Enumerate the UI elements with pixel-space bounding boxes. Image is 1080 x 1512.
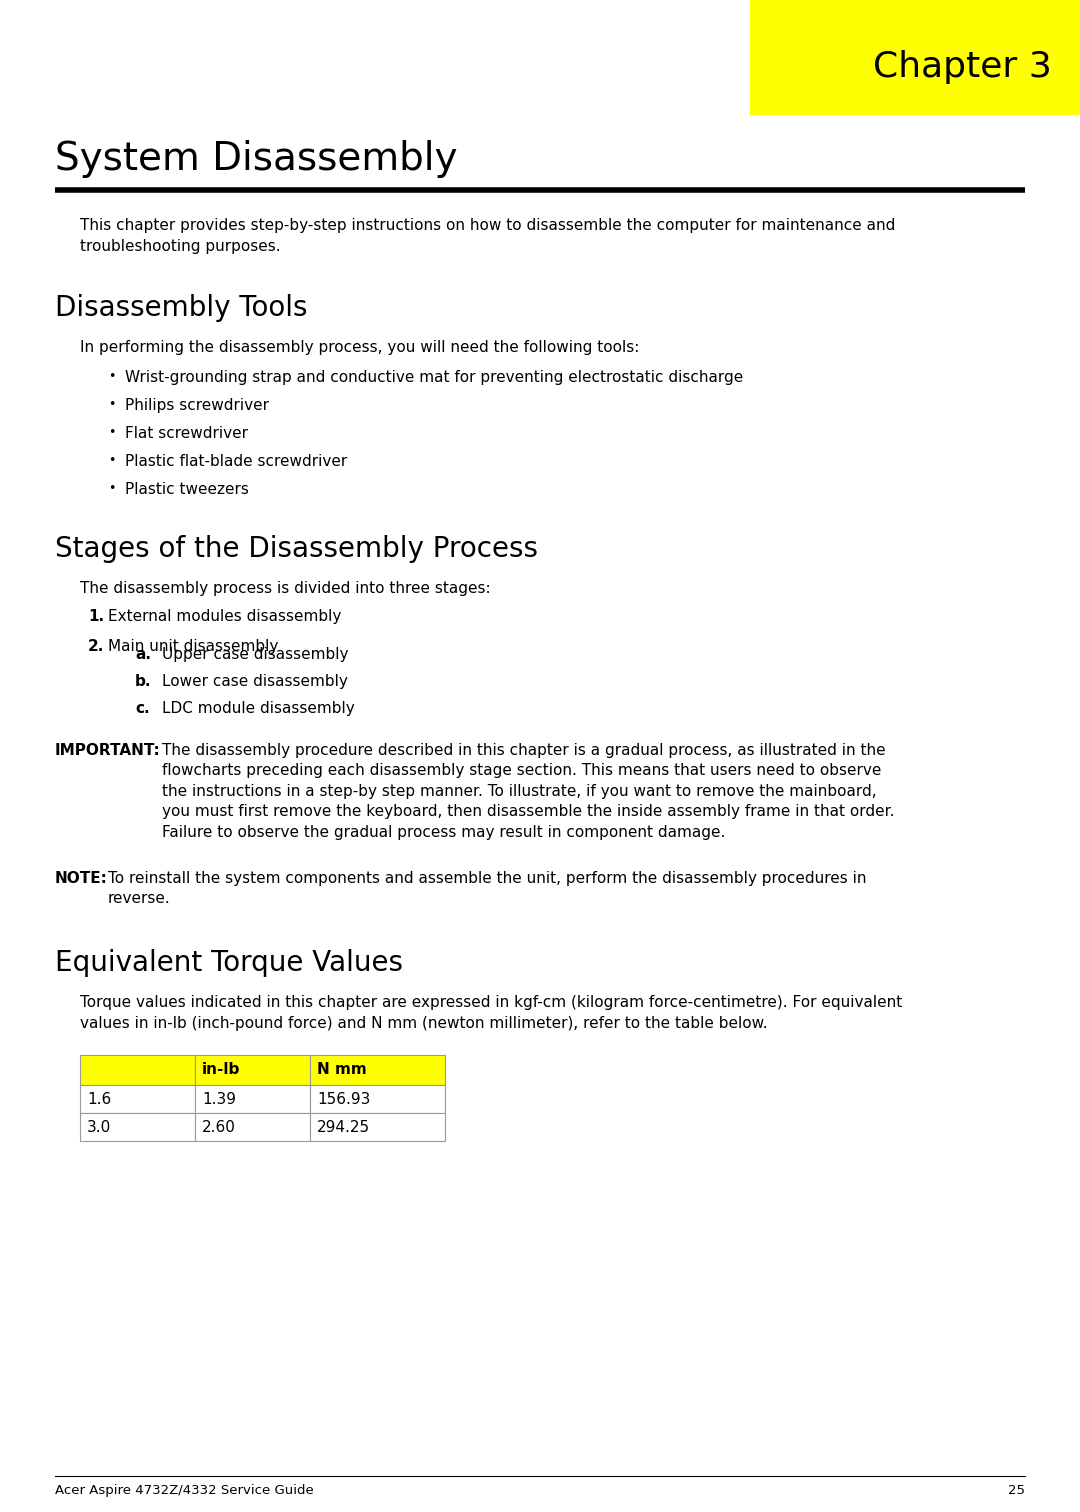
Bar bbox=[195, 1113, 310, 1142]
Text: NOTE:: NOTE: bbox=[55, 871, 108, 886]
Bar bbox=[310, 1113, 445, 1142]
Text: 2.60: 2.60 bbox=[202, 1119, 235, 1134]
Text: in-lb: in-lb bbox=[202, 1063, 241, 1078]
Text: This chapter provides step-by-step instructions on how to disassemble the comput: This chapter provides step-by-step instr… bbox=[80, 218, 895, 254]
Text: 3.0: 3.0 bbox=[87, 1119, 111, 1134]
Text: Lower case disassembly: Lower case disassembly bbox=[162, 674, 348, 689]
Bar bbox=[310, 1055, 445, 1086]
Text: Wrist-grounding strap and conductive mat for preventing electrostatic discharge: Wrist-grounding strap and conductive mat… bbox=[125, 370, 743, 386]
Text: System Disassembly: System Disassembly bbox=[55, 141, 458, 178]
Text: c.: c. bbox=[135, 702, 150, 717]
Text: Plastic flat-blade screwdriver: Plastic flat-blade screwdriver bbox=[125, 454, 348, 469]
Text: IMPORTANT:: IMPORTANT: bbox=[55, 742, 161, 758]
Text: 1.39: 1.39 bbox=[202, 1092, 237, 1107]
Text: LDC module disassembly: LDC module disassembly bbox=[162, 702, 354, 717]
Bar bbox=[80, 1113, 195, 1142]
Text: 294.25: 294.25 bbox=[318, 1119, 370, 1134]
Bar bbox=[195, 1055, 310, 1086]
Text: 1.6: 1.6 bbox=[87, 1092, 111, 1107]
Text: The disassembly process is divided into three stages:: The disassembly process is divided into … bbox=[80, 581, 490, 596]
Text: Equivalent Torque Values: Equivalent Torque Values bbox=[55, 950, 403, 977]
Text: Main unit disassembly: Main unit disassembly bbox=[108, 640, 279, 655]
Text: To reinstall the system components and assemble the unit, perform the disassembl: To reinstall the system components and a… bbox=[108, 871, 866, 906]
Text: •: • bbox=[108, 370, 116, 383]
Text: Upper case disassembly: Upper case disassembly bbox=[162, 647, 349, 662]
Bar bbox=[80, 1086, 195, 1113]
Text: The disassembly procedure described in this chapter is a gradual process, as ill: The disassembly procedure described in t… bbox=[162, 742, 894, 839]
Text: Plastic tweezers: Plastic tweezers bbox=[125, 482, 248, 497]
Text: •: • bbox=[108, 482, 116, 494]
Bar bbox=[195, 1086, 310, 1113]
Text: •: • bbox=[108, 398, 116, 411]
Bar bbox=[750, 0, 1080, 115]
Text: 2.: 2. bbox=[87, 640, 105, 655]
Text: b.: b. bbox=[135, 674, 151, 689]
Text: Philips screwdriver: Philips screwdriver bbox=[125, 398, 269, 413]
Text: •: • bbox=[108, 454, 116, 467]
Bar bbox=[310, 1086, 445, 1113]
Text: In performing the disassembly process, you will need the following tools:: In performing the disassembly process, y… bbox=[80, 340, 639, 355]
Bar bbox=[80, 1055, 195, 1086]
Text: a.: a. bbox=[135, 647, 151, 662]
Text: 25: 25 bbox=[1008, 1483, 1025, 1497]
Text: Disassembly Tools: Disassembly Tools bbox=[55, 293, 308, 322]
Text: Torque values indicated in this chapter are expressed in kgf-cm (kilogram force-: Torque values indicated in this chapter … bbox=[80, 995, 902, 1031]
Text: •: • bbox=[108, 426, 116, 438]
Text: Stages of the Disassembly Process: Stages of the Disassembly Process bbox=[55, 535, 538, 562]
Text: Chapter 3: Chapter 3 bbox=[874, 50, 1052, 83]
Text: Flat screwdriver: Flat screwdriver bbox=[125, 426, 248, 442]
Text: N mm: N mm bbox=[318, 1063, 367, 1078]
Text: External modules disassembly: External modules disassembly bbox=[108, 609, 341, 624]
Text: 156.93: 156.93 bbox=[318, 1092, 370, 1107]
Text: 1.: 1. bbox=[87, 609, 104, 624]
Text: Acer Aspire 4732Z/4332 Service Guide: Acer Aspire 4732Z/4332 Service Guide bbox=[55, 1483, 314, 1497]
